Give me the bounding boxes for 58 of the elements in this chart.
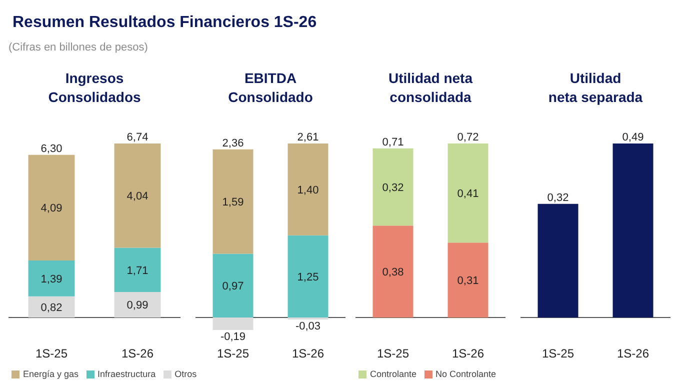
x-tick-label: 1S-26 xyxy=(452,346,484,360)
data-label: 1,40 xyxy=(297,184,319,196)
data-label: 4,04 xyxy=(126,190,148,203)
x-tick-label: 1S-25 xyxy=(35,346,68,360)
total-label: 6,74 xyxy=(126,132,148,144)
data-label: 0,99 xyxy=(126,300,148,312)
data-label: 0,97 xyxy=(222,280,244,293)
bar xyxy=(372,148,414,226)
data-label: 0,31 xyxy=(457,275,479,288)
data-label: 1,39 xyxy=(40,273,62,286)
bar xyxy=(288,144,328,236)
data-label: 0,32 xyxy=(382,182,404,194)
total-label: 0,71 xyxy=(382,136,404,148)
data-label: 0,49 xyxy=(622,132,644,144)
chart-title: Utilidad neta consolidada xyxy=(388,70,473,106)
bar xyxy=(212,149,254,254)
data-label: 1,25 xyxy=(297,271,319,284)
chart-title: Utilidad neta separada xyxy=(548,70,643,106)
x-tick-label: 1S-26 xyxy=(121,346,154,360)
data-label: -0,03 xyxy=(295,320,321,332)
total-label: 2,36 xyxy=(222,137,244,150)
bar xyxy=(28,296,75,318)
total-label: 0,72 xyxy=(457,132,479,144)
data-label: 4,09 xyxy=(40,202,62,215)
legend-label: No Controlante xyxy=(436,369,496,379)
data-label: 1,71 xyxy=(126,264,148,277)
total-label: 6,30 xyxy=(40,142,62,155)
bar xyxy=(114,248,161,292)
bar xyxy=(372,226,414,318)
legend-label: Otros xyxy=(174,369,197,379)
legend-label: Energía y gas xyxy=(23,369,79,379)
chart-title: EBITDA Consolidado xyxy=(228,70,313,106)
bar xyxy=(114,292,161,318)
text: (Cifras en billones de pesos) xyxy=(8,42,148,54)
chart-title: Ingresos Consolidados xyxy=(48,70,141,106)
x-tick-label: 1S-26 xyxy=(616,346,650,360)
legend-label: Controlante xyxy=(370,369,417,379)
bar xyxy=(212,318,254,330)
data-label: 0,41 xyxy=(457,188,479,200)
x-tick-label: 1S-25 xyxy=(216,346,250,360)
x-tick-label: 1S-25 xyxy=(376,346,410,360)
bar xyxy=(448,144,488,243)
bar xyxy=(212,254,254,318)
bar xyxy=(448,242,488,318)
data-label: -0,19 xyxy=(220,330,246,343)
x-tick-label: 1S-26 xyxy=(292,346,324,360)
data-label: 0,38 xyxy=(382,266,404,279)
bar xyxy=(288,235,328,318)
bar xyxy=(114,144,161,248)
data-label: 1,59 xyxy=(222,196,244,209)
legend-label: Infraestructura xyxy=(98,369,156,379)
text: Resumen Resultados Financieros 1S-26 xyxy=(12,14,317,31)
bar xyxy=(28,154,75,260)
x-tick-label: 1S-25 xyxy=(542,346,574,360)
data-label: 0,82 xyxy=(40,302,62,314)
total-label: 2,61 xyxy=(297,132,319,144)
bar xyxy=(28,260,75,296)
data-label: 0,32 xyxy=(547,192,569,204)
